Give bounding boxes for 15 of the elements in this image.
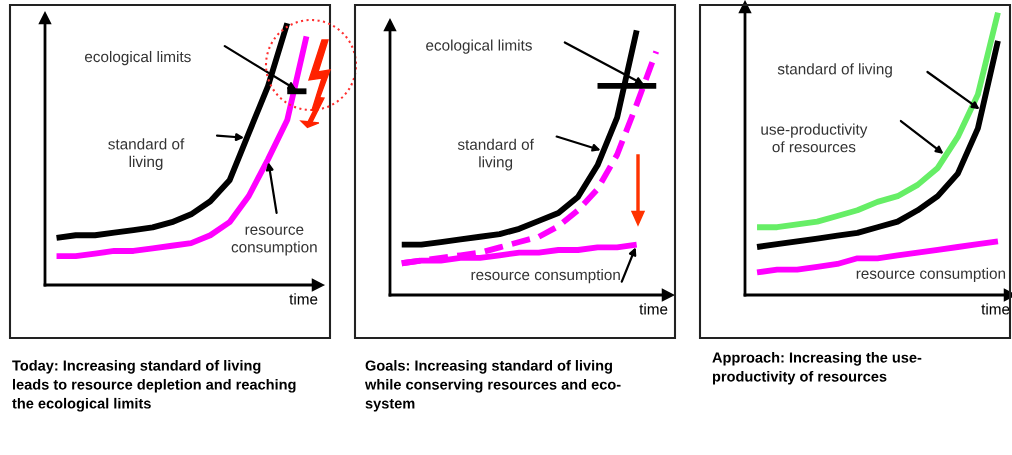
annotation: standard of living	[457, 138, 534, 171]
annotation: resource consumption	[471, 268, 620, 284]
annotation: standard of living	[777, 63, 892, 78]
x-axis-title: time	[289, 293, 318, 305]
annotation: ecological limits	[426, 39, 532, 54]
x-axis-title: time	[981, 303, 1010, 315]
annotation: ecological limits	[84, 50, 191, 66]
text: Today: Increasing standard of living leads to resource depletion and reaching the ecological limits	[12, 360, 296, 412]
x-axis-title: time	[639, 303, 668, 315]
text: Approach: Increasing the use- productivity of resources	[712, 352, 922, 385]
annotation: standard of living	[108, 138, 185, 171]
text: Goals: Increasing standard of living while conserving resources and eco- system	[364, 360, 621, 412]
annotation: resource consumption	[856, 267, 1006, 282]
annotation: use-productivity of resources	[761, 123, 868, 153]
annotation: resource consumption	[231, 226, 317, 256]
